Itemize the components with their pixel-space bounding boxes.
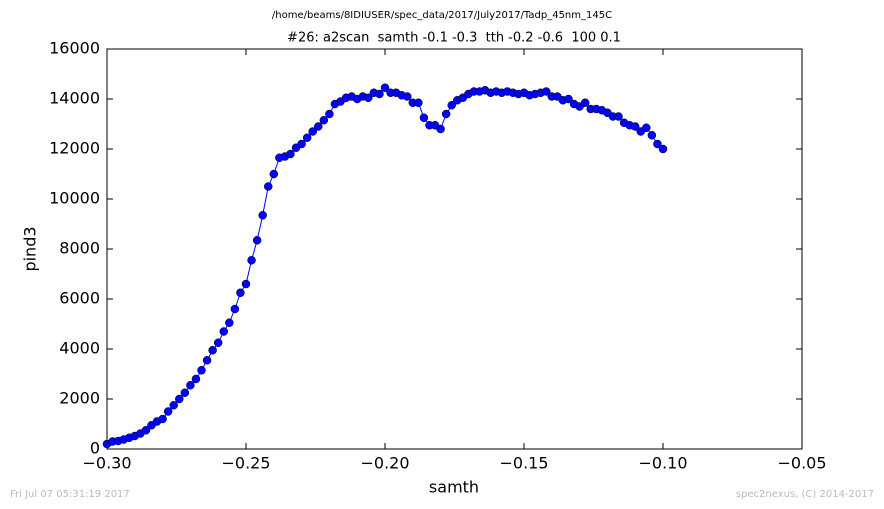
data-point	[202, 356, 212, 365]
data-point	[630, 122, 640, 131]
data-point	[308, 127, 317, 136]
data-point	[163, 407, 173, 416]
x-tick-label: −0.10	[638, 454, 687, 473]
y-tick-label: 2000	[59, 389, 100, 408]
data-point	[419, 113, 429, 122]
data-point	[402, 92, 412, 101]
data-point	[269, 169, 279, 179]
data-point	[375, 89, 384, 99]
data-point	[175, 394, 184, 404]
y-tick-label: 6000	[59, 289, 100, 308]
data-point	[647, 131, 657, 140]
y-tick-label: 12000	[49, 139, 100, 158]
data-point	[286, 149, 295, 159]
footer-right: spec2nexus, (C) 2014-2017	[736, 489, 874, 500]
data-point	[414, 98, 423, 107]
data-point	[642, 123, 651, 132]
page-title: /home/beams/8IDIUSER/spec_data/2017/July…	[272, 10, 612, 21]
y-tick-label: 16000	[49, 39, 100, 58]
y-axis-label: pind3	[21, 226, 40, 271]
footer-left: Fri Jul 07 05:31:19 2017	[10, 489, 130, 500]
data-point	[141, 426, 151, 435]
data-point	[658, 144, 668, 154]
data-point	[208, 346, 217, 355]
y-tick-label: 4000	[59, 339, 100, 358]
data-point	[180, 388, 190, 397]
x-tick-label: −0.30	[82, 454, 131, 473]
data-point	[230, 304, 240, 314]
data-point	[247, 256, 256, 265]
x-tick-label: −0.05	[777, 454, 826, 473]
data-point	[302, 133, 312, 142]
y-tick-label: 0	[90, 439, 100, 458]
data-point	[191, 374, 201, 384]
y-tick-label: 8000	[59, 239, 100, 258]
data-point	[263, 182, 273, 191]
data-point	[197, 366, 206, 375]
data-point	[447, 101, 456, 110]
x-axis-label: samth	[429, 478, 479, 497]
data-point	[213, 338, 223, 347]
data-point	[252, 236, 262, 245]
data-point	[614, 112, 623, 121]
data-point	[297, 139, 306, 149]
data-point	[541, 87, 551, 96]
data-point	[325, 109, 334, 119]
data-point	[653, 139, 662, 149]
data-point	[169, 401, 178, 410]
data-point	[364, 93, 373, 102]
data-point	[158, 414, 167, 424]
data-point	[258, 211, 267, 220]
x-tick-label: −0.15	[499, 454, 548, 473]
data-point	[186, 381, 195, 390]
data-point	[436, 124, 445, 134]
data-point	[580, 98, 590, 107]
data-point	[441, 109, 451, 119]
y-tick-label: 14000	[49, 89, 100, 108]
data-point	[314, 122, 323, 131]
data-point	[225, 318, 234, 327]
chart-title: #26: a2scan samth -0.1 -0.3 tth -0.2 -0.…	[287, 31, 621, 46]
data-point	[241, 279, 251, 289]
y-tick-label: 10000	[49, 189, 100, 208]
x-tick-label: −0.25	[221, 454, 270, 473]
data-point	[380, 83, 390, 92]
data-point	[219, 327, 229, 336]
x-tick-label: −0.20	[360, 454, 409, 473]
data-point	[236, 288, 245, 297]
data-point	[564, 94, 573, 104]
data-point	[319, 116, 329, 125]
